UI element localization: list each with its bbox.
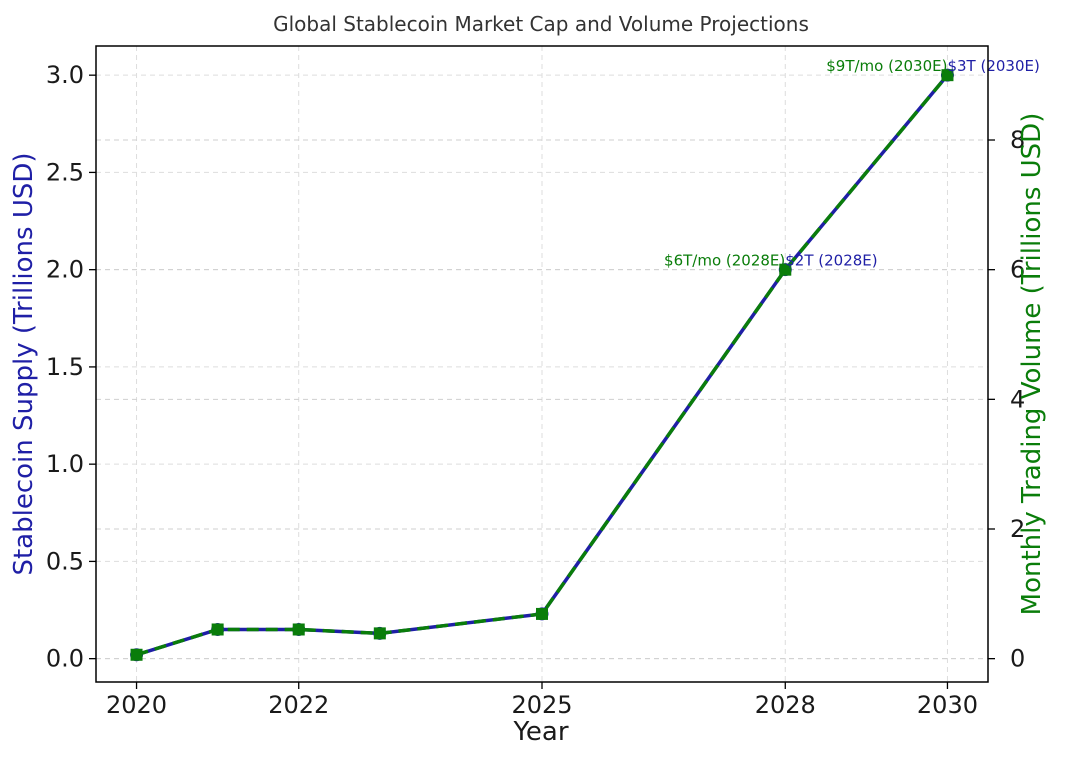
x-tick-label: 2025 xyxy=(511,691,572,719)
annotation-label: $9T/mo (2030E) xyxy=(826,57,947,75)
y-right-tick-label: 4 xyxy=(1010,385,1025,413)
x-tick-label: 2030 xyxy=(917,691,978,719)
x-tick-label: 2028 xyxy=(755,691,816,719)
series-marker-right xyxy=(941,69,954,82)
y-left-tick-label: 2.5 xyxy=(46,158,84,186)
annotation-label: $2T (2028E) xyxy=(785,252,877,270)
annotation-label: $3T (2030E) xyxy=(947,57,1039,75)
series-marker-right xyxy=(373,627,386,640)
series-layer xyxy=(130,68,954,662)
x-tick-label: 2022 xyxy=(268,691,329,719)
annotations-layer: $6T/mo (2028E) $2T (2028E) $9T/mo (2030E) $… xyxy=(664,57,1040,269)
y-right-tick-label: 0 xyxy=(1010,645,1025,673)
y-axis-right-label: Monthly Trading Volume (Trillions USD) xyxy=(1017,113,1047,616)
y-right-tick-label: 8 xyxy=(1010,126,1025,154)
y-axis-left-label: Stablecoin Supply (Trillions USD) xyxy=(9,152,39,575)
series-marker-right xyxy=(779,263,792,276)
plot-frame xyxy=(95,45,989,683)
y-left-tick-label: 0.5 xyxy=(46,547,84,575)
y-left-tick-label: 3.0 xyxy=(46,61,84,89)
y-left-tick-label: 1.5 xyxy=(46,353,84,381)
y-right-tick-label: 2 xyxy=(1010,515,1025,543)
series-marker-right xyxy=(292,623,305,636)
series-marker-right xyxy=(130,648,143,661)
ticks-layer: 2020 2022 2025 2028 2030 0.0 0.5 1.0 1.5 2.0 2.5 3.… xyxy=(46,61,1025,719)
x-axis-label: Year xyxy=(512,717,568,747)
grid xyxy=(96,46,988,682)
x-tick-label: 2020 xyxy=(106,691,167,719)
y-left-tick-label: 1.0 xyxy=(46,450,84,478)
annotation-label: $6T/mo (2028E) xyxy=(664,252,785,270)
y-right-tick-label: 6 xyxy=(1010,256,1025,284)
series-marker-right xyxy=(211,623,224,636)
chart-title: Global Stablecoin Market Cap and Volume … xyxy=(273,12,809,36)
y-left-tick-label: 2.0 xyxy=(46,256,84,284)
series-marker-right xyxy=(536,607,548,620)
y-left-tick-label: 0.0 xyxy=(46,645,84,673)
